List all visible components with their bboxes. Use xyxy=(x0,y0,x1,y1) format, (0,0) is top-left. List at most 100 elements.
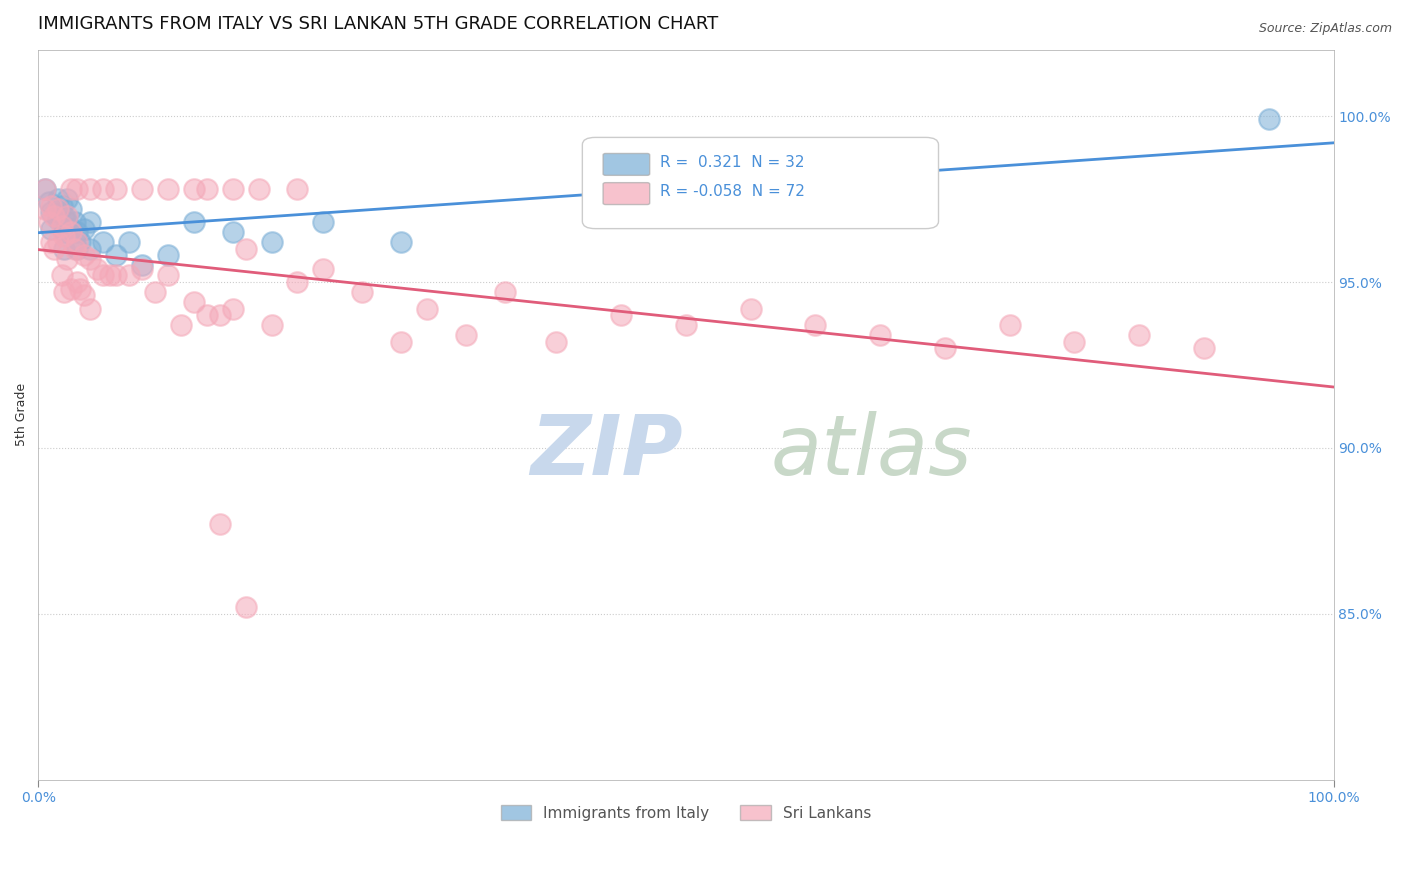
Point xyxy=(156,248,179,262)
Point xyxy=(1128,328,1150,343)
Point xyxy=(105,182,128,196)
Point xyxy=(221,225,243,239)
Point xyxy=(131,259,153,273)
Point xyxy=(610,308,633,322)
Text: R =  0.321  N = 32: R = 0.321 N = 32 xyxy=(659,154,804,169)
Point xyxy=(66,275,89,289)
Point xyxy=(143,285,166,299)
Point xyxy=(183,294,205,309)
Point xyxy=(86,261,108,276)
Point xyxy=(66,242,89,256)
Point xyxy=(416,301,439,316)
Point xyxy=(105,248,128,262)
Point xyxy=(118,235,141,250)
Point xyxy=(59,182,82,196)
Point xyxy=(41,205,63,219)
Point xyxy=(183,182,205,196)
Point xyxy=(156,268,179,283)
Point xyxy=(869,328,891,343)
Point xyxy=(59,225,82,239)
Point xyxy=(235,242,257,256)
Point xyxy=(91,235,114,250)
Point xyxy=(934,342,956,356)
Point xyxy=(41,235,63,250)
Point xyxy=(51,199,73,213)
Point xyxy=(675,318,697,333)
Point xyxy=(804,318,827,333)
Point xyxy=(998,318,1021,333)
Point xyxy=(91,268,114,283)
Point xyxy=(389,334,412,349)
Point xyxy=(208,517,231,532)
Point xyxy=(66,225,89,239)
Point xyxy=(51,268,73,283)
Point xyxy=(73,288,96,302)
Point xyxy=(79,242,101,256)
Point xyxy=(1063,334,1085,349)
Point xyxy=(105,268,128,283)
Point xyxy=(46,235,69,250)
Point xyxy=(66,182,89,196)
Text: IMMIGRANTS FROM ITALY VS SRI LANKAN 5TH GRADE CORRELATION CHART: IMMIGRANTS FROM ITALY VS SRI LANKAN 5TH … xyxy=(38,15,718,33)
Point xyxy=(66,235,89,250)
Point xyxy=(247,182,270,196)
Point xyxy=(79,182,101,196)
Point xyxy=(156,182,179,196)
Point xyxy=(260,235,283,250)
Point xyxy=(131,261,153,276)
Point xyxy=(46,212,69,227)
Point xyxy=(73,222,96,236)
Point xyxy=(63,242,86,256)
FancyBboxPatch shape xyxy=(603,153,650,176)
Point xyxy=(79,215,101,229)
Point xyxy=(546,334,568,349)
Point xyxy=(63,215,86,229)
Point xyxy=(51,219,73,233)
Legend: Immigrants from Italy, Sri Lankans: Immigrants from Italy, Sri Lankans xyxy=(495,798,877,827)
Point xyxy=(46,192,69,206)
Point xyxy=(53,209,76,223)
Point xyxy=(79,301,101,316)
Point xyxy=(38,195,60,210)
Point xyxy=(1257,112,1279,127)
Point xyxy=(53,285,76,299)
Point xyxy=(352,285,374,299)
Point xyxy=(41,222,63,236)
Point xyxy=(221,182,243,196)
Text: R = -0.058  N = 72: R = -0.058 N = 72 xyxy=(659,184,806,199)
Point xyxy=(56,209,79,223)
Point xyxy=(740,301,762,316)
Point xyxy=(34,182,56,196)
Point xyxy=(79,252,101,266)
Point xyxy=(38,215,60,229)
Point xyxy=(98,268,121,283)
Point xyxy=(42,209,65,223)
Point xyxy=(53,228,76,243)
Point xyxy=(56,252,79,266)
Point xyxy=(34,202,56,216)
Point xyxy=(287,275,309,289)
Point xyxy=(41,199,63,213)
Point xyxy=(59,202,82,216)
Point xyxy=(34,182,56,196)
Point xyxy=(494,285,516,299)
Text: atlas: atlas xyxy=(770,410,972,491)
Point xyxy=(183,215,205,229)
Point xyxy=(46,202,69,216)
Point xyxy=(53,225,76,239)
Point xyxy=(208,308,231,322)
Point xyxy=(195,308,218,322)
Point xyxy=(454,328,477,343)
Point xyxy=(56,215,79,229)
Point xyxy=(42,242,65,256)
Point xyxy=(221,301,243,316)
Y-axis label: 5th Grade: 5th Grade xyxy=(15,384,28,446)
Point xyxy=(91,182,114,196)
Point xyxy=(287,182,309,196)
Point xyxy=(69,282,91,296)
Point xyxy=(53,242,76,256)
Point xyxy=(73,248,96,262)
Text: Source: ZipAtlas.com: Source: ZipAtlas.com xyxy=(1258,22,1392,36)
Point xyxy=(170,318,193,333)
Point xyxy=(131,182,153,196)
